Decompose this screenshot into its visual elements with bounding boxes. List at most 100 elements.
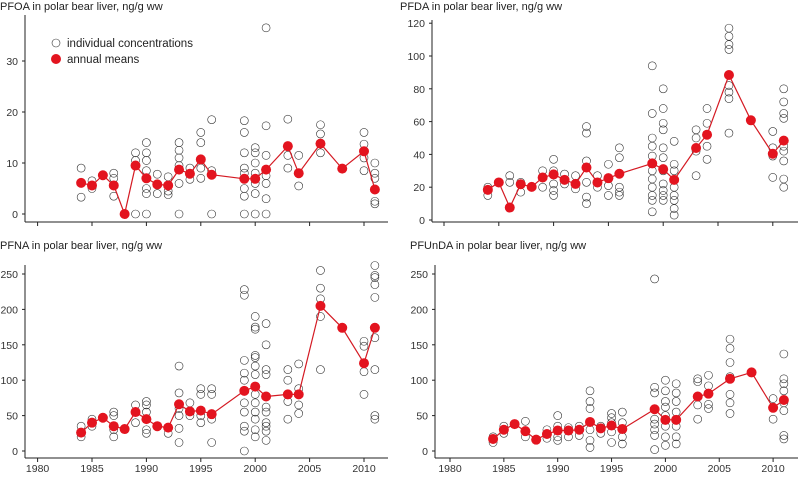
individual-point	[294, 359, 304, 369]
annual-mean-point	[537, 172, 548, 183]
individual-point	[615, 187, 624, 197]
individual-point	[316, 148, 325, 158]
individual-point	[724, 45, 734, 54]
individual-point	[702, 104, 712, 113]
individual-point	[142, 397, 151, 406]
individual-point	[294, 151, 304, 160]
individual-point	[370, 365, 380, 374]
individual-point	[283, 114, 293, 124]
individual-point	[142, 184, 151, 193]
individual-point	[693, 414, 703, 424]
y-tick-label: 200	[0, 304, 18, 316]
individual-point	[650, 431, 659, 440]
annual-mean-point	[691, 143, 702, 154]
panel-pfunda: PFUnDA in polar bear liver, ng/g ww 0 50 10…	[410, 240, 798, 475]
individual-point	[604, 159, 613, 169]
annual-mean-point	[293, 389, 304, 400]
individual-point	[650, 414, 659, 424]
annual-mean-point	[669, 174, 680, 185]
annual-mean-point	[174, 399, 185, 410]
individual-point	[724, 32, 734, 41]
individual-point	[669, 210, 679, 220]
individual-point	[615, 143, 624, 153]
individual-point	[370, 414, 380, 424]
individual-point	[359, 336, 369, 346]
individual-point	[250, 353, 260, 362]
individual-point	[261, 436, 271, 445]
individual-point	[185, 398, 195, 408]
individual-point	[316, 365, 325, 374]
individual-point	[553, 436, 563, 445]
individual-point	[658, 118, 668, 128]
x-tick-label: 2000	[244, 463, 268, 475]
individual-point	[261, 209, 271, 219]
x-tick-label: 1990	[135, 463, 159, 475]
annual-mean-point	[504, 202, 515, 213]
individual-point	[704, 399, 713, 409]
individual-point	[585, 397, 595, 406]
annual-mean-point	[261, 164, 272, 175]
individual-point	[658, 179, 668, 189]
individual-point	[196, 384, 206, 393]
annual-mean-point	[595, 423, 606, 434]
individual-point	[250, 312, 260, 321]
individual-point	[768, 394, 778, 403]
y-tick-label: 80	[413, 84, 425, 96]
individual-point	[661, 402, 670, 412]
individual-point	[294, 409, 304, 418]
individual-point	[779, 374, 789, 384]
individual-point	[109, 407, 119, 417]
individual-point	[650, 419, 659, 429]
individual-point	[779, 174, 789, 184]
individual-point	[647, 182, 657, 192]
individual-point	[779, 109, 789, 118]
individual-point	[261, 23, 271, 33]
individual-point	[661, 432, 670, 442]
annual-mean-point	[130, 160, 141, 171]
individual-point	[702, 141, 712, 151]
individual-point	[538, 182, 547, 192]
individual-point	[283, 163, 293, 173]
individual-point	[582, 128, 591, 138]
annual-mean-point	[315, 300, 326, 311]
y-tick-label: 50	[6, 411, 18, 423]
annual-mean-point	[97, 412, 108, 423]
y-tick-label: 250	[410, 269, 428, 281]
individual-point	[142, 189, 151, 198]
y-tick-label: 100	[410, 375, 428, 387]
individual-point	[647, 133, 657, 143]
individual-point	[261, 365, 271, 374]
legend-mean-label: annual means	[67, 54, 139, 66]
individual-point	[658, 143, 668, 153]
individual-point	[240, 356, 249, 365]
individual-point	[725, 334, 735, 344]
x-tick-label: 2000	[654, 463, 678, 475]
annual-mean-point	[282, 389, 293, 400]
individual-point	[370, 280, 380, 289]
y-tick-label: 60	[413, 117, 425, 129]
annual-mean-point	[702, 129, 713, 140]
individual-point	[725, 390, 735, 399]
individual-point	[163, 190, 173, 199]
individual-point	[207, 390, 216, 399]
individual-point	[505, 171, 515, 181]
individual-point	[779, 386, 789, 396]
individual-point	[250, 361, 260, 371]
individual-point	[650, 274, 659, 284]
individual-point	[671, 397, 681, 406]
annual-mean-point	[541, 429, 552, 440]
annual-mean-point	[315, 138, 326, 149]
y-tick-label: 20	[413, 182, 425, 194]
individual-point	[261, 179, 271, 188]
individual-point	[650, 382, 659, 392]
panel-pfna: PFNA in polar bear liver, ng/g ww 0 50 100 1…	[0, 240, 388, 475]
legend-mean-marker	[51, 54, 61, 64]
individual-point	[658, 191, 668, 200]
individual-point	[174, 153, 184, 163]
individual-point	[669, 196, 679, 205]
individual-point	[724, 87, 734, 97]
individual-point	[250, 432, 260, 442]
annual-mean-point	[552, 425, 563, 436]
individual-point	[240, 446, 249, 456]
